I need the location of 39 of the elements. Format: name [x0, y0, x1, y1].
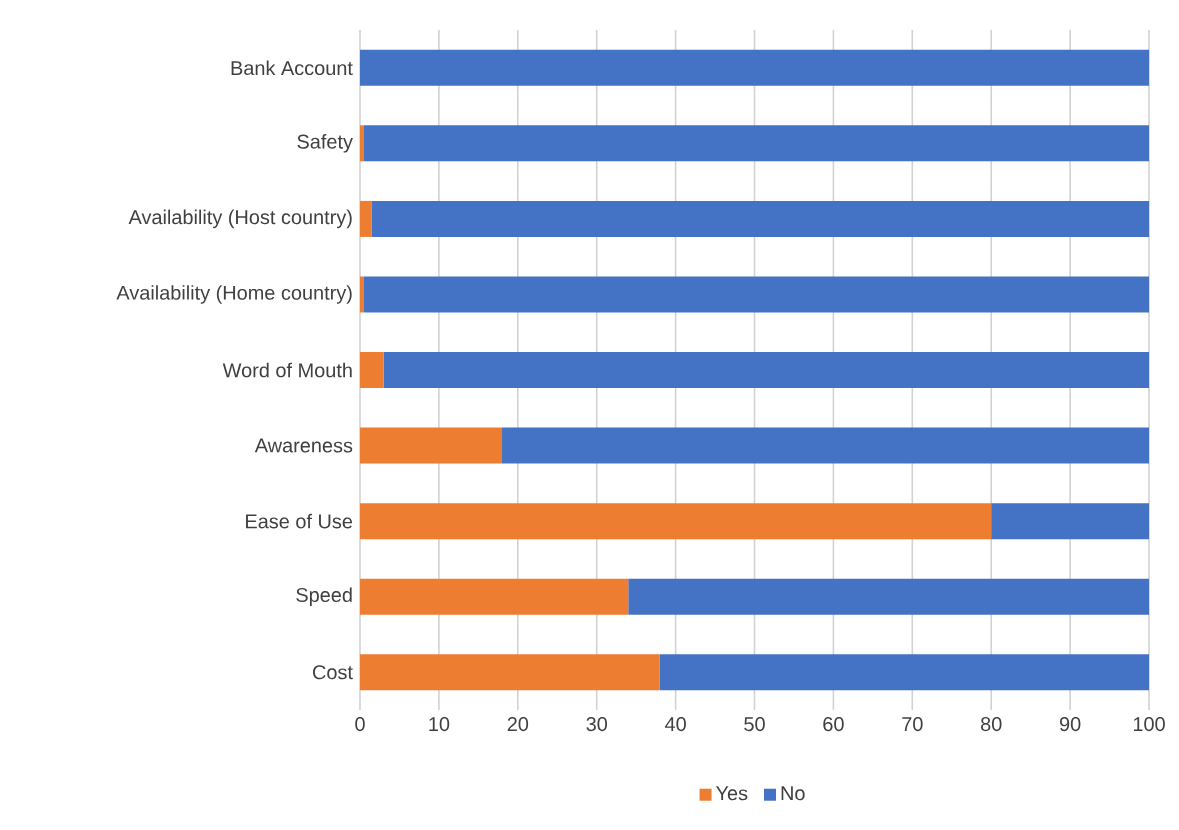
y-tick-label: Word of Mouth [222, 362, 352, 378]
x-tick-label: 40 [664, 717, 686, 732]
legend-label: No [781, 786, 805, 801]
y-tick-label: Availability (Host country) [128, 209, 352, 229]
bar [360, 125, 364, 162]
x-tick-label: 10 [429, 717, 450, 732]
bar [360, 578, 629, 615]
bar [363, 276, 1150, 313]
bar [659, 654, 1150, 691]
x-tick-label: 0 [355, 717, 365, 732]
x-tick-label: 30 [586, 717, 608, 732]
x-tick-label: 100 [1133, 717, 1165, 732]
x-tick-label: 60 [823, 717, 844, 732]
y-tick-label: Safety [297, 134, 353, 153]
legend-label: Yes [715, 786, 748, 801]
bar [371, 200, 1150, 237]
bar [360, 352, 384, 389]
bar [360, 49, 1150, 86]
x-tick-label: 70 [902, 717, 923, 732]
bar [628, 578, 1150, 615]
y-tick-label: Availability (Home country) [116, 285, 352, 304]
bar [363, 125, 1150, 162]
x-tick-label: 90 [1059, 717, 1081, 732]
x-tick-label: 50 [744, 717, 765, 732]
y-tick-label: Ease of Use [246, 513, 353, 529]
y-tick-label: Speed [296, 587, 352, 606]
bar [502, 427, 1150, 464]
x-tick-label: 80 [981, 717, 1002, 732]
bar [360, 427, 503, 464]
bar [991, 503, 1150, 540]
y-tick-label: Bank Account [231, 60, 353, 76]
x-tick-label: 20 [507, 717, 529, 732]
bar [360, 276, 364, 313]
bar [360, 200, 372, 237]
y-tick-label: Awareness [254, 438, 353, 453]
bar [383, 352, 1150, 389]
bar [360, 654, 660, 691]
y-tick-label: Cost [312, 665, 353, 680]
bar [360, 503, 992, 540]
